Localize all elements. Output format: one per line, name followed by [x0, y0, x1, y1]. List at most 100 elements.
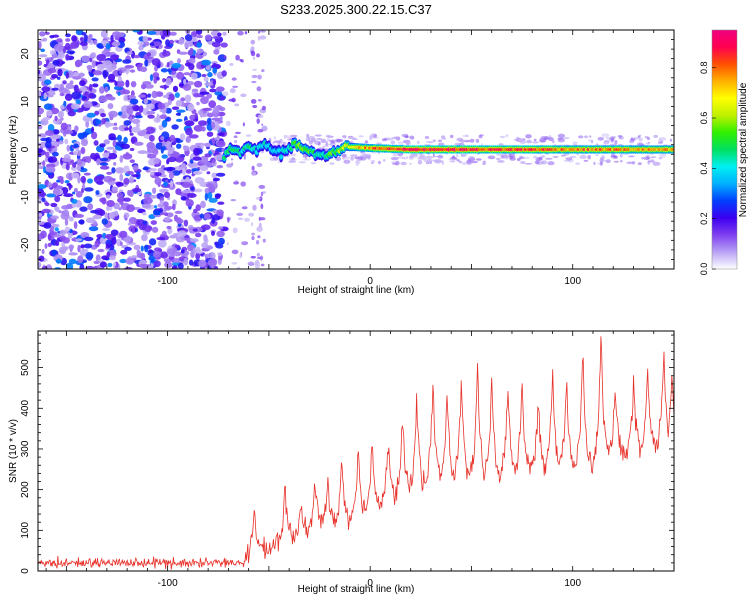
- heatmap-halo-cell: [310, 162, 317, 165]
- heatmap-noise-cell: [131, 226, 135, 234]
- heatmap-noise-cell: [97, 248, 105, 253]
- heatmap-noise-cell: [68, 252, 78, 256]
- heatmap-noise-cell: [125, 79, 130, 88]
- heatmap-halo-cell: [613, 160, 619, 163]
- heatmap-noise-cell: [46, 193, 57, 198]
- heatmap-noise-cell: [146, 103, 155, 110]
- heatmap-halo-cell: [456, 153, 459, 158]
- heatmap-noise-cell: [258, 222, 262, 228]
- heatmap-noise-cell: [162, 78, 166, 83]
- heatmap-noise-cell: [56, 179, 61, 183]
- heatmap-noise-cell: [169, 134, 176, 142]
- heatmap-noise-cell: [75, 99, 81, 105]
- heatmap-noise-cell: [74, 125, 79, 132]
- heatmap-halo-cell: [391, 136, 398, 140]
- heatmap-noise-cell: [165, 140, 172, 149]
- heatmap-noise-cell: [124, 127, 130, 131]
- heatmap-noise-cell: [233, 135, 238, 138]
- heatmap-noise-cell: [106, 251, 110, 259]
- heatmap-halo-cell: [600, 161, 603, 166]
- heatmap-halo-cell: [325, 141, 328, 146]
- heatmap-noise-cell: [44, 243, 48, 249]
- heatmap-noise-cell: [138, 223, 147, 231]
- heatmap-noise-cell: [51, 87, 59, 91]
- heatmap-noise-cell: [39, 191, 47, 197]
- heatmap-noise-cell: [102, 228, 111, 231]
- heatmap-noise-cell: [222, 91, 229, 97]
- heatmap-noise-cell: [72, 75, 82, 80]
- heatmap-noise-cell: [261, 123, 264, 126]
- heatmap-noise-cell: [45, 151, 50, 158]
- heatmap-noise-cell: [228, 98, 236, 102]
- heatmap-halo-cell: [597, 136, 605, 141]
- heatmap-noise-cell: [194, 112, 198, 120]
- heatmap-halo-cell: [614, 140, 618, 145]
- heatmap-noise-cell: [256, 252, 260, 257]
- heatmap-noise-cell: [68, 184, 73, 189]
- heatmap-noise-cell: [87, 92, 95, 99]
- heatmap-noise-cell: [144, 244, 149, 253]
- heatmap-noise-cell: [75, 61, 81, 68]
- heatmap-noise-cell: [175, 118, 183, 122]
- heatmap-noise-cell: [96, 234, 103, 239]
- heatmap-noise-cell: [173, 166, 183, 172]
- heatmap-noise-cell: [55, 240, 60, 247]
- heatmap-noise-cell: [65, 163, 70, 171]
- heatmap-noise-cell: [157, 167, 163, 174]
- heatmap-noise-cell: [251, 171, 257, 176]
- heatmap-noise-cell: [62, 80, 67, 85]
- heatmap-noise-cell: [164, 205, 174, 210]
- heatmap-noise-cell: [212, 106, 220, 114]
- heatmap-halo-cell: [628, 155, 635, 158]
- heatmap-noise-cell: [47, 182, 53, 189]
- heatmap-halo-cell: [520, 161, 526, 164]
- heatmap-noise-cell: [252, 204, 257, 211]
- heatmap-halo-cell: [391, 162, 398, 165]
- heatmap-noise-cell: [45, 140, 52, 149]
- heatmap-noise-cell: [45, 166, 56, 173]
- y-tick-label: 0: [20, 568, 31, 574]
- heatmap-noise-cell: [131, 126, 141, 133]
- heatmap-noise-cell: [124, 246, 132, 251]
- heatmap-noise-cell: [114, 80, 118, 86]
- heatmap-halo-cell: [535, 157, 543, 162]
- heatmap-noise-cell: [151, 226, 159, 233]
- heatmap-halo-cell: [418, 155, 426, 160]
- heatmap-noise-cell: [69, 80, 74, 85]
- heatmap-noise-cell: [73, 150, 79, 155]
- heatmap-noise-cell: [194, 177, 204, 184]
- heatmap-noise-cell: [143, 98, 149, 105]
- heatmap-noise-cell: [80, 175, 87, 184]
- heatmap-noise-cell: [261, 151, 264, 154]
- heatmap-noise-cell: [38, 54, 48, 58]
- heatmap-noise-cell: [104, 212, 108, 219]
- heatmap-noise-cell: [89, 57, 93, 63]
- heatmap-noise-cell: [231, 249, 239, 255]
- heatmap-halo-cell: [370, 159, 376, 164]
- heatmap-halo-cell: [328, 139, 336, 143]
- heatmap-halo-cell: [314, 140, 320, 145]
- heatmap-noise-cell: [107, 73, 116, 82]
- heatmap-noise-cell: [251, 236, 255, 241]
- heatmap-noise-cell: [192, 247, 197, 254]
- heatmap-noise-cell: [102, 152, 110, 158]
- heatmap-noise-cell: [87, 203, 94, 211]
- heatmap-noise-cell: [92, 70, 103, 76]
- heatmap-noise-cell: [64, 93, 73, 102]
- heatmap-noise-cell: [166, 225, 172, 230]
- heatmap-noise-cell: [108, 110, 118, 118]
- heatmap-noise-cell: [126, 170, 134, 175]
- heatmap-noise-cell: [86, 112, 96, 118]
- heatmap-noise-cell: [204, 153, 212, 158]
- heatmap-noise-cell: [43, 79, 52, 85]
- heatmap-halo-cell: [541, 160, 548, 165]
- heatmap-noise-cell: [71, 202, 77, 208]
- heatmap-noise-cell: [180, 195, 187, 201]
- heatmap-halo-cell: [381, 138, 387, 142]
- heatmap-halo-cell: [505, 134, 509, 138]
- heatmap-noise-cell: [214, 154, 224, 161]
- heatmap-halo-cell: [298, 161, 307, 164]
- heatmap-noise-cell: [70, 103, 80, 110]
- heatmap-noise-cell: [200, 96, 209, 105]
- heatmap-noise-cell: [190, 31, 198, 37]
